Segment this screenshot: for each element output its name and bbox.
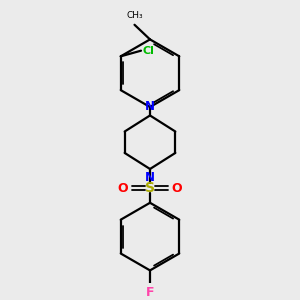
Text: S: S (145, 181, 155, 195)
Text: O: O (118, 182, 128, 195)
Text: CH₃: CH₃ (126, 11, 143, 20)
Text: N: N (145, 171, 155, 184)
Text: N: N (145, 100, 155, 113)
Text: Cl: Cl (142, 46, 154, 56)
Text: O: O (172, 182, 182, 195)
Text: F: F (146, 286, 154, 299)
